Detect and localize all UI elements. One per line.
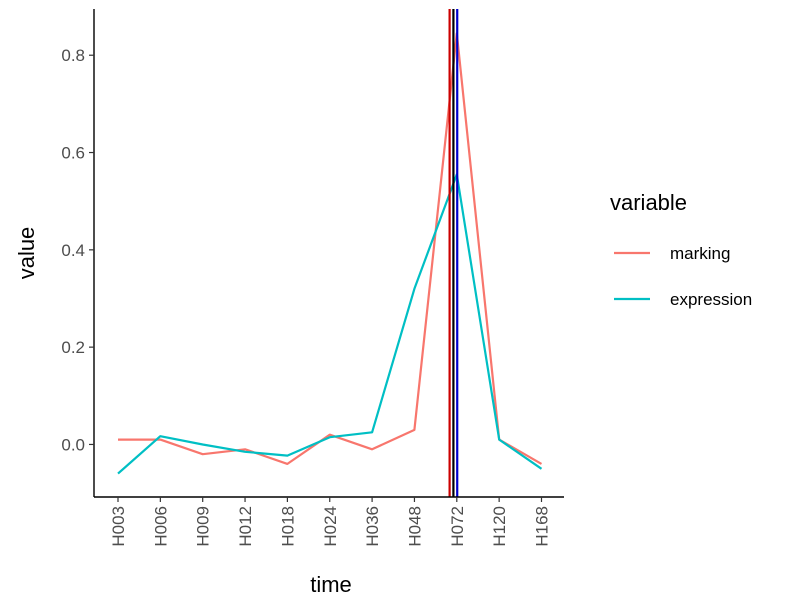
y-axis-ticks: 0.0 0.2 0.4 0.6 0.8: [61, 46, 94, 454]
reference-lines: [448, 9, 459, 497]
x-axis-ticks: H003 H006 H009 H012 H018 H024 H036 H048 H072 H120…: [109, 497, 552, 547]
x-tick-label: H024: [321, 506, 340, 547]
legend: variable marking expression: [610, 190, 752, 309]
series-line-marking: [118, 32, 543, 465]
x-tick-label: H048: [405, 506, 424, 547]
x-tick-label: H009: [194, 506, 213, 547]
x-tick-label: H012: [236, 506, 255, 547]
x-tick-label: H036: [363, 506, 382, 547]
series-line-expression: [117, 173, 543, 475]
x-tick-label: H120: [490, 506, 509, 547]
x-tick-label: H003: [109, 506, 128, 547]
y-tick-label: 0.0: [61, 435, 85, 454]
y-tick-label: 0.2: [61, 338, 85, 357]
y-axis-title: value: [14, 227, 39, 280]
legend-items: marking expression: [614, 244, 752, 309]
y-tick-label: 0.4: [61, 241, 85, 260]
axes: [93, 9, 564, 498]
x-axis-title: time: [310, 572, 352, 597]
legend-label-marking: marking: [670, 244, 730, 263]
y-tick-label: 0.8: [61, 46, 85, 65]
x-tick-label: H018: [278, 506, 297, 547]
x-tick-label: H072: [448, 506, 467, 547]
legend-title: variable: [610, 190, 687, 215]
legend-label-expression: expression: [670, 290, 752, 309]
x-tick-label: H168: [533, 506, 552, 547]
y-tick-label: 0.6: [61, 144, 85, 163]
x-tick-label: H006: [151, 506, 170, 547]
plot-area: [117, 32, 543, 475]
